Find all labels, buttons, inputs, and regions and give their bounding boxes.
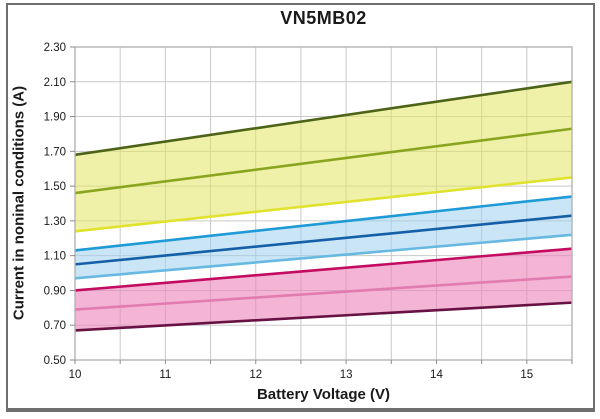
- y-tick-label: 1.70: [44, 146, 66, 158]
- y-tick-label: 2.10: [44, 77, 66, 89]
- band-max-line-low-current-band-pink: [74, 247, 573, 292]
- x-tick-label: 15: [520, 369, 533, 381]
- plot-frame: [74, 46, 573, 361]
- x-tick-label: 11: [159, 369, 171, 381]
- y-tick-label: 1.90: [44, 112, 66, 124]
- x-tick-label: 13: [340, 369, 353, 381]
- band-max-line-mid-current-band-blue: [74, 195, 573, 252]
- y-tick-label: 0.50: [44, 355, 66, 367]
- band-fill-mid-current-band-blue: [75, 196, 572, 279]
- band-min-line-low-current-band-pink: [74, 301, 573, 332]
- band-typ-line-mid-current-band-blue: [74, 214, 573, 266]
- x-tick-label: 12: [249, 369, 262, 381]
- y-tick-label: 1.10: [44, 251, 66, 263]
- y-tick-label: 2.30: [44, 42, 66, 54]
- y-tick-label: 1.30: [44, 216, 66, 228]
- band-min-line-high-current-band-yellow: [74, 176, 573, 233]
- band-typ-line-high-current-band-yellow: [74, 127, 573, 195]
- x-tick-label: 10: [69, 369, 82, 381]
- y-tick-label: 0.90: [44, 285, 66, 297]
- y-tick-label: 0.70: [44, 320, 66, 332]
- band-max-line-high-current-band-yellow: [74, 80, 573, 157]
- x-tick-label: 14: [430, 369, 443, 381]
- y-tick-label: 1.50: [44, 181, 66, 193]
- band-fill-low-current-band-pink: [75, 248, 572, 331]
- x-axis-title: Battery Voltage (V): [256, 386, 391, 403]
- band-fill-high-current-band-yellow: [75, 81, 572, 232]
- band-min-line-mid-current-band-blue: [74, 233, 573, 280]
- band-typ-line-low-current-band-pink: [74, 275, 573, 311]
- chart-title: VN5MB02: [280, 8, 367, 28]
